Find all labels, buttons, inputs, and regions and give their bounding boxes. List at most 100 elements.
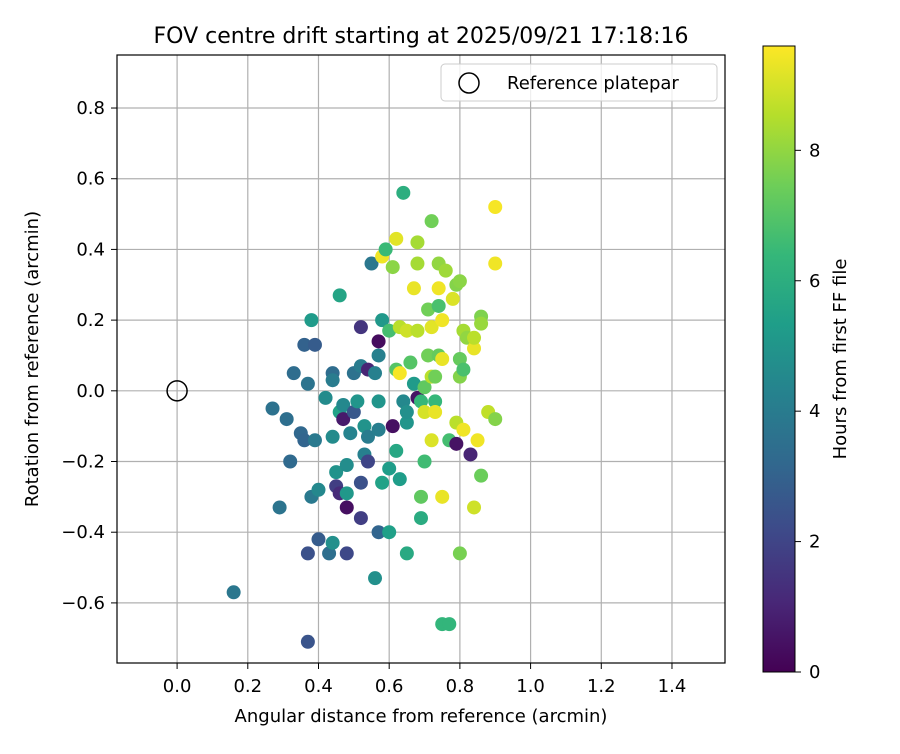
- data-point: [424, 214, 439, 229]
- y-tick-label: −0.4: [61, 522, 105, 543]
- data-point: [456, 362, 471, 377]
- data-point: [368, 366, 383, 381]
- data-point: [452, 546, 467, 561]
- colorbar-tick-label: 6: [809, 271, 820, 292]
- data-point: [399, 323, 414, 338]
- data-point: [375, 475, 390, 490]
- data-point: [474, 316, 489, 331]
- data-point: [297, 433, 312, 448]
- colorbar-tick-label: 4: [809, 401, 820, 422]
- x-axis-label: Angular distance from reference (arcmin): [235, 706, 608, 727]
- y-tick-label: 0.8: [76, 98, 105, 119]
- data-point: [389, 231, 404, 246]
- data-point: [399, 415, 414, 430]
- data-point: [371, 422, 386, 437]
- data-point: [311, 482, 326, 497]
- legend-box: [440, 63, 718, 102]
- data-point: [424, 433, 439, 448]
- plot-frame: [116, 54, 726, 664]
- y-axis-ticks: −0.6 −0.4 −0.2 0.0 0.2 0.4 0.6 0.8: [61, 98, 117, 614]
- data-point: [318, 390, 333, 405]
- data-point: [364, 256, 379, 271]
- data-point: [410, 323, 425, 338]
- data-point: [452, 274, 467, 289]
- legend-label: Reference platepar: [507, 73, 679, 94]
- data-point: [279, 412, 294, 427]
- data-point: [304, 313, 319, 328]
- data-point: [396, 185, 411, 200]
- data-point: [300, 376, 315, 391]
- data-points: [226, 185, 503, 649]
- data-point: [431, 298, 446, 313]
- colorbar-gradient: [762, 45, 796, 673]
- data-point: [382, 461, 397, 476]
- y-tick-label: 0.2: [76, 310, 105, 331]
- data-point: [403, 355, 418, 370]
- data-point: [474, 468, 489, 483]
- data-point: [392, 472, 407, 487]
- data-point: [322, 546, 337, 561]
- data-point: [417, 380, 432, 395]
- data-point: [297, 337, 312, 352]
- data-point: [307, 433, 322, 448]
- data-point: [392, 366, 407, 381]
- data-point: [378, 242, 393, 257]
- data-point: [417, 405, 432, 420]
- data-point: [406, 281, 421, 296]
- chart-title: FOV centre drift starting at 2025/09/21 …: [154, 24, 689, 49]
- data-point: [488, 256, 503, 271]
- data-point: [368, 571, 383, 586]
- data-point: [325, 373, 340, 388]
- data-point: [272, 500, 287, 515]
- data-point: [410, 256, 425, 271]
- x-tick-label: 1.2: [587, 676, 616, 697]
- data-point: [332, 288, 347, 303]
- data-point: [449, 436, 464, 451]
- data-point: [435, 352, 450, 366]
- data-point: [456, 422, 471, 437]
- data-point: [371, 334, 386, 349]
- data-point: [346, 405, 361, 420]
- data-point: [336, 397, 351, 412]
- data-point: [265, 401, 280, 416]
- y-tick-label: −0.6: [61, 593, 105, 614]
- data-point: [357, 419, 372, 434]
- x-tick-label: 1.4: [658, 676, 687, 697]
- data-point: [406, 376, 421, 391]
- y-axis-label: Rotation from reference (arcmin): [22, 211, 43, 507]
- data-point: [399, 546, 414, 561]
- x-tick-label: 1.0: [516, 676, 545, 697]
- data-point: [283, 454, 298, 469]
- data-point: [286, 366, 301, 381]
- data-point: [353, 320, 368, 335]
- data-point: [371, 525, 386, 540]
- data-point: [336, 412, 351, 427]
- data-point: [226, 585, 241, 600]
- data-point: [300, 634, 315, 649]
- x-tick-label: 0.8: [446, 676, 475, 697]
- x-tick-label: 0.6: [375, 676, 404, 697]
- data-point: [350, 394, 365, 409]
- data-point: [396, 394, 411, 409]
- colorbar-tick-label: 2: [809, 532, 820, 553]
- x-axis-ticks: 0.0 0.2 0.4 0.6 0.8 1.0 1.2 1.4: [163, 663, 687, 697]
- data-point: [435, 313, 450, 328]
- colorbar-ticks: 0 2 4 6 8: [795, 140, 820, 683]
- reference-platepar-marker: [166, 380, 188, 402]
- x-tick-label: 0.4: [304, 676, 333, 697]
- data-point: [467, 330, 482, 345]
- data-point: [414, 394, 428, 409]
- colorbar-tick-label: 0: [809, 662, 820, 683]
- data-point: [311, 532, 326, 547]
- data-point: [300, 546, 315, 561]
- data-point: [442, 617, 457, 632]
- data-point: [467, 341, 482, 356]
- data-point: [385, 419, 400, 434]
- data-point: [339, 458, 354, 473]
- data-point: [325, 429, 340, 444]
- data-point: [467, 500, 482, 515]
- data-point: [421, 302, 436, 317]
- data-point: [399, 405, 414, 420]
- legend-marker-icon: [458, 72, 480, 94]
- data-point: [339, 546, 354, 561]
